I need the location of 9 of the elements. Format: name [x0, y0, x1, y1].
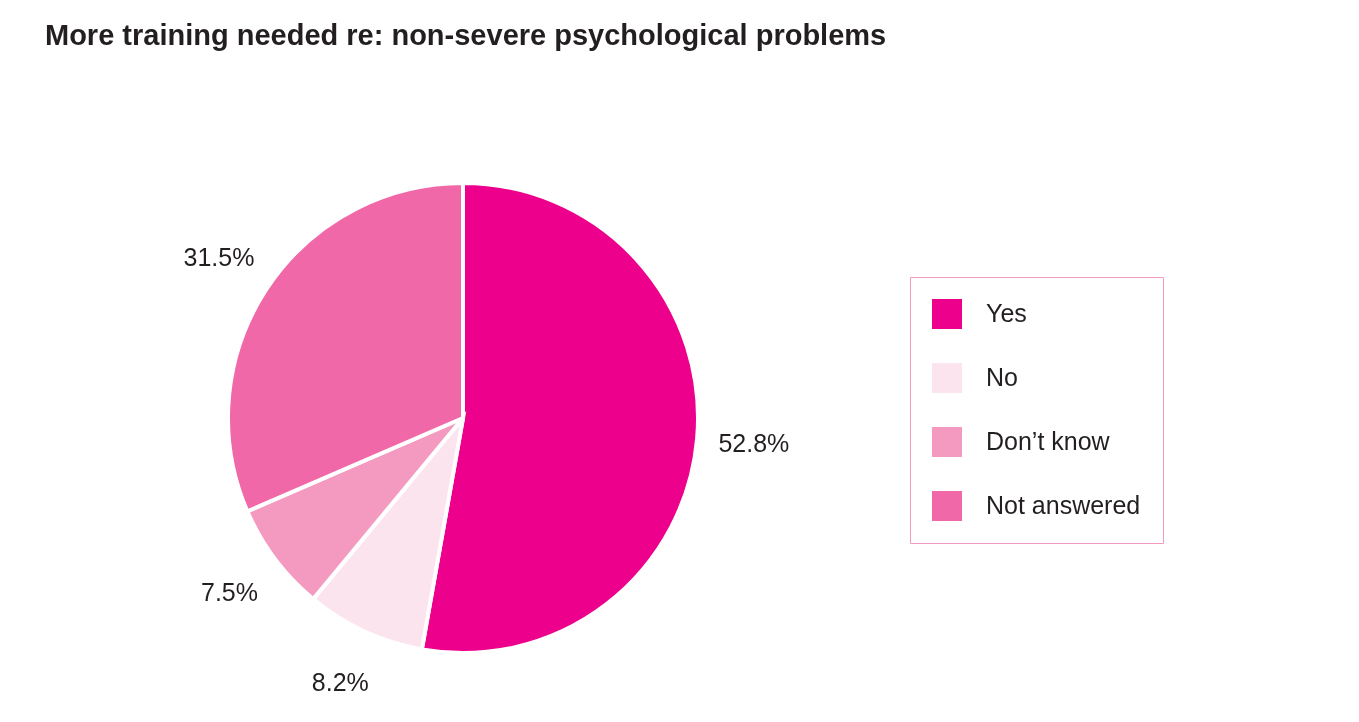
- legend-label: No: [986, 363, 1018, 391]
- data-label: 8.2%: [311, 667, 369, 696]
- data-label: 52.8%: [718, 428, 790, 457]
- data-label: 7.5%: [201, 578, 258, 607]
- legend-label: Don’t know: [986, 427, 1111, 455]
- data-label: 31.5%: [183, 242, 255, 271]
- chart-title: More training needed re: non-severe psychological problems: [45, 19, 887, 51]
- legend-label: Yes: [986, 299, 1027, 327]
- legend-label: Not answered: [986, 491, 1141, 519]
